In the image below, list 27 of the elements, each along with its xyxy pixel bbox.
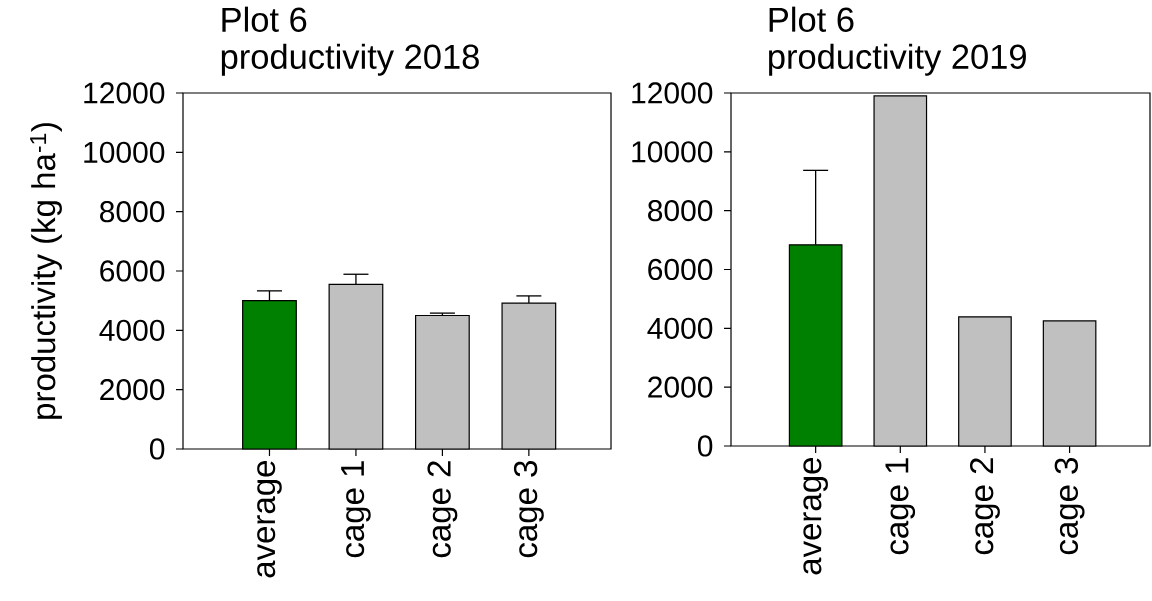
y-tick-label: 12000 <box>84 82 165 104</box>
y-tick-label: 4000 <box>99 319 165 341</box>
y-tick-label: 8000 <box>648 200 713 222</box>
y-tick-label: 12000 <box>632 82 713 104</box>
y-tick-label: 6000 <box>100 260 165 282</box>
y-tick-label: 10000 <box>84 141 165 163</box>
chart-subtitle: productivity 2018 <box>221 43 479 76</box>
x-tick-label: cage 3 <box>513 461 544 558</box>
x-tick-label: cage 2 <box>427 461 458 558</box>
x-tick-label: average <box>257 461 282 578</box>
y-tick-label: 0 <box>149 438 165 460</box>
y-tick-label: 8000 <box>100 201 165 223</box>
x-tick-label: average <box>803 458 828 575</box>
x-tick-label: cage 3 <box>1054 458 1085 555</box>
chart-subtitle: productivity 2019 <box>769 43 1026 76</box>
y-axis-title: productivity (kg ha$^{-1}$) <box>30 123 62 419</box>
y-tick-label: 6000 <box>648 258 713 281</box>
y-tick-label: 10000 <box>632 141 713 163</box>
chart-title: Plot 6 <box>222 6 307 32</box>
x-tick-label: cage 1 <box>885 458 916 555</box>
y-tick-label: 2000 <box>648 376 713 398</box>
y-tick-label: 0 <box>697 435 713 457</box>
x-tick-label: cage 1 <box>341 461 371 558</box>
x-tick-label: cage 2 <box>970 458 1000 555</box>
chart-title: Plot 6 <box>769 6 854 32</box>
y-tick-label: 2000 <box>100 379 165 401</box>
y-tick-label: 4000 <box>647 317 713 339</box>
